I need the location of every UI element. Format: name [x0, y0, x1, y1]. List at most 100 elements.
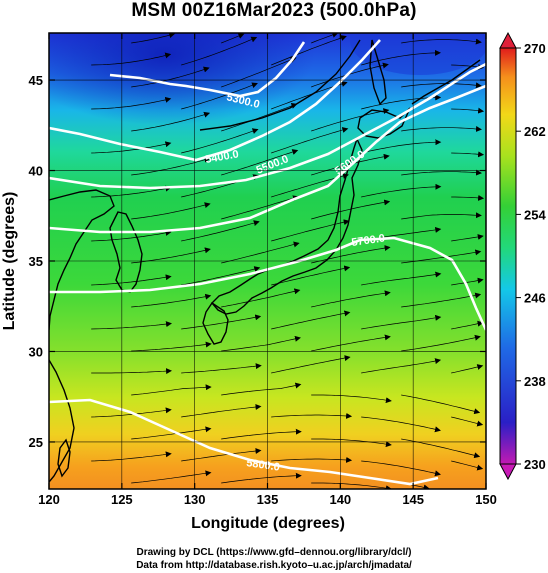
streamline	[401, 212, 482, 220]
streamline	[181, 82, 258, 110]
coastline-kuril	[411, 59, 481, 105]
streamline	[361, 416, 441, 433]
streamline	[221, 472, 302, 484]
streamline	[451, 364, 484, 374]
coastline-kyushu	[202, 302, 229, 345]
streamline	[221, 56, 297, 88]
streamline	[271, 35, 347, 66]
contour-label-5400: 5400.0	[204, 148, 239, 166]
streamline	[311, 334, 391, 352]
x-tick-label: 135	[257, 492, 279, 507]
map-title: MSM 00Z16Mar2023 (500.0hPa)	[131, 0, 417, 21]
coastline-primorye	[199, 39, 361, 131]
contour-line-5600	[49, 84, 486, 234]
streamline	[311, 245, 391, 264]
colorbar-tick-label: 246	[524, 291, 546, 306]
streamline	[401, 438, 481, 459]
streamline	[361, 358, 442, 374]
streamline	[361, 271, 442, 286]
streamline	[131, 202, 211, 220]
streamline	[221, 335, 301, 352]
streamline	[221, 241, 300, 264]
streamline	[131, 470, 212, 484]
x-tick-label: 120	[38, 492, 60, 507]
streamline	[401, 292, 482, 308]
streamline	[131, 33, 176, 44]
streamline	[181, 266, 261, 286]
streamline	[131, 426, 212, 440]
contour-label-5700: 5700.0	[351, 232, 386, 249]
streamline	[91, 451, 172, 462]
streamline	[131, 293, 212, 308]
streamline	[91, 407, 172, 418]
streamline	[271, 355, 351, 374]
y-tick-label: 45	[29, 73, 43, 88]
streamline	[181, 220, 260, 242]
cold-low-core	[350, 33, 486, 75]
coastline-japan	[211, 137, 363, 315]
streamline	[451, 320, 484, 330]
streamline	[221, 288, 301, 308]
colorbar-tick-label: 262	[524, 124, 546, 139]
streamline	[91, 368, 173, 375]
streamline	[451, 151, 485, 158]
streamline	[131, 66, 210, 88]
y-tick-label: 35	[29, 254, 43, 269]
credit-dcl: Drawing by DCL (https://www.gfd–dennou.o…	[136, 547, 412, 558]
streamline	[401, 126, 482, 133]
streamline	[311, 482, 392, 489]
streamline	[401, 249, 482, 264]
streamline	[221, 428, 302, 440]
geopotential-contours	[49, 39, 486, 486]
contour-label-5800: 5800.0	[246, 457, 281, 474]
streamline	[271, 265, 351, 286]
streamline	[181, 36, 258, 66]
colorbar-ticks: 230 238 246 254 262 270	[516, 41, 546, 472]
streamline	[451, 460, 484, 471]
plot-area: 5300.0 5400.0 5500.0 5600.0 5700.0 5800.…	[49, 33, 486, 489]
x-tick-label: 130	[184, 492, 206, 507]
streamline	[311, 394, 392, 404]
streamline	[131, 384, 212, 396]
streamline	[221, 382, 302, 396]
streamline	[401, 169, 482, 176]
x-tick-label: 150	[475, 492, 497, 507]
coastline-china-south	[49, 359, 75, 483]
colorbar-bar	[499, 47, 517, 465]
streamline	[271, 456, 353, 463]
x-tick-label: 140	[329, 492, 351, 507]
colorbar-tick-label: 270	[524, 41, 546, 56]
streamline	[401, 82, 482, 89]
contour-line-5400	[49, 39, 381, 162]
coastline-sakhalin	[369, 39, 387, 106]
streamline	[131, 156, 211, 176]
streamline	[91, 96, 172, 110]
streamline	[91, 141, 172, 154]
y-axis-title: Latitude (degrees)	[1, 192, 18, 331]
contour-line-5700	[49, 236, 486, 331]
streamline	[361, 183, 442, 198]
coastlines	[49, 39, 481, 483]
streamline	[361, 139, 442, 154]
credit-data-source: Data from http://database.rish.kyoto–u.a…	[136, 560, 412, 571]
colorbar-max-arrow	[499, 31, 517, 49]
streamline	[221, 33, 245, 44]
streamline	[91, 52, 172, 66]
streamline	[181, 128, 259, 154]
streamline	[361, 314, 442, 330]
colorbar-tick-label: 230	[524, 457, 546, 472]
contour-line-5300	[109, 41, 306, 98]
streamline	[451, 194, 485, 201]
y-axis: 25 30 35 40 45	[29, 73, 486, 450]
colorbar-tick-label: 238	[524, 374, 546, 389]
streamline	[91, 274, 172, 286]
cold-low-core	[49, 33, 315, 125]
x-tick-label: 145	[402, 492, 424, 507]
streamline	[451, 416, 484, 427]
colorbar-tick-label: 254	[524, 207, 546, 222]
streamline	[311, 290, 391, 308]
streamline	[451, 277, 484, 286]
contour-line-5500	[49, 62, 486, 190]
colorbar: 230 238 246 254 262 270	[499, 31, 546, 481]
